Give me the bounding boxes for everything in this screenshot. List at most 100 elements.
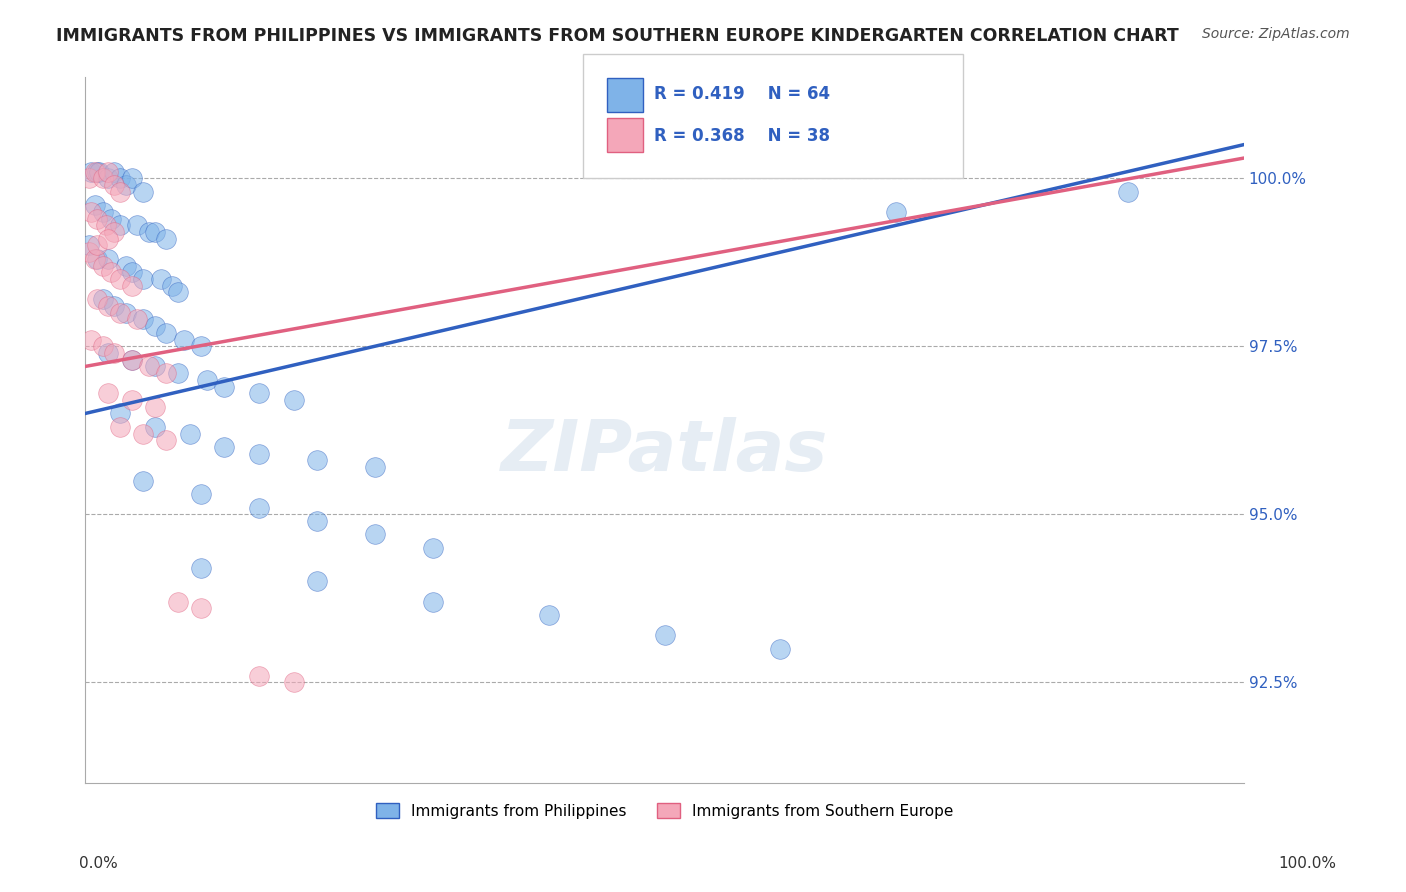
Point [83, 198, 105, 212]
Point [103, 225, 125, 239]
Point [83, 164, 105, 178]
Point [143, 225, 166, 239]
Text: 0.0%: 0.0% [79, 856, 118, 871]
Point [127, 312, 149, 326]
Text: ZIPatlas: ZIPatlas [501, 417, 828, 486]
Point [97, 299, 120, 313]
Point [86, 238, 108, 252]
Text: 100.0%: 100.0% [1278, 856, 1337, 871]
Point [83, 252, 105, 266]
Point [115, 305, 138, 319]
Text: Source: ZipAtlas.com: Source: ZipAtlas.com [1202, 27, 1350, 41]
Point [94, 219, 117, 233]
Point [160, 278, 183, 293]
Point [155, 232, 177, 246]
Point [190, 487, 212, 501]
Point [132, 185, 155, 199]
Point [283, 392, 305, 407]
Point [138, 359, 160, 374]
Point [132, 312, 155, 326]
Point [179, 426, 201, 441]
Point [103, 178, 125, 192]
Point [121, 278, 143, 293]
Point [108, 406, 131, 420]
Point [97, 232, 120, 246]
Point [190, 601, 212, 615]
Point [103, 346, 125, 360]
Point [121, 352, 143, 367]
Point [155, 434, 177, 448]
Point [108, 305, 131, 319]
Point [86, 252, 108, 266]
Point [247, 386, 270, 401]
Point [422, 541, 444, 555]
Point [103, 299, 125, 313]
Point [305, 514, 328, 528]
Point [115, 178, 138, 192]
Point [283, 675, 305, 690]
Point [195, 373, 218, 387]
Point [167, 285, 190, 300]
Point [97, 252, 120, 266]
Point [654, 628, 676, 642]
Point [190, 339, 212, 353]
Point [115, 259, 138, 273]
Point [103, 164, 125, 178]
Point [108, 272, 131, 286]
Point [155, 326, 177, 340]
Point [121, 352, 143, 367]
Point [97, 171, 120, 186]
Point [143, 400, 166, 414]
Point [127, 219, 149, 233]
Point [190, 561, 212, 575]
Point [77, 238, 100, 252]
Point [97, 164, 120, 178]
Point [91, 259, 114, 273]
Point [132, 426, 155, 441]
Point [173, 333, 195, 347]
Point [77, 245, 100, 260]
Point [86, 164, 108, 178]
Point [108, 185, 131, 199]
Point [89, 164, 111, 178]
Point [80, 204, 103, 219]
Point [214, 440, 236, 454]
Point [143, 420, 166, 434]
Point [121, 171, 143, 186]
Point [121, 392, 143, 407]
Point [80, 164, 103, 178]
Point [422, 594, 444, 608]
Point [247, 500, 270, 515]
Point [108, 171, 131, 186]
Point [91, 171, 114, 186]
Point [364, 527, 387, 541]
Point [132, 474, 155, 488]
Point [77, 171, 100, 186]
Point [364, 460, 387, 475]
Point [247, 447, 270, 461]
Point [884, 204, 907, 219]
Point [305, 574, 328, 589]
Point [537, 608, 560, 623]
Point [167, 594, 190, 608]
Text: R = 0.419    N = 64: R = 0.419 N = 64 [654, 85, 830, 103]
Point [143, 319, 166, 334]
Point [108, 420, 131, 434]
Text: IMMIGRANTS FROM PHILIPPINES VS IMMIGRANTS FROM SOUTHERN EUROPE KINDERGARTEN CORR: IMMIGRANTS FROM PHILIPPINES VS IMMIGRANT… [56, 27, 1180, 45]
Text: R = 0.368    N = 38: R = 0.368 N = 38 [654, 127, 830, 145]
Point [91, 292, 114, 306]
Legend: Immigrants from Philippines, Immigrants from Southern Europe: Immigrants from Philippines, Immigrants … [370, 797, 959, 825]
Point [91, 339, 114, 353]
Point [108, 219, 131, 233]
Point [86, 292, 108, 306]
Point [132, 272, 155, 286]
Point [97, 386, 120, 401]
Point [100, 211, 122, 226]
Point [1116, 185, 1139, 199]
Point [305, 453, 328, 467]
Point [155, 366, 177, 380]
Point [121, 265, 143, 279]
Point [100, 265, 122, 279]
Point [769, 641, 792, 656]
Point [149, 272, 172, 286]
